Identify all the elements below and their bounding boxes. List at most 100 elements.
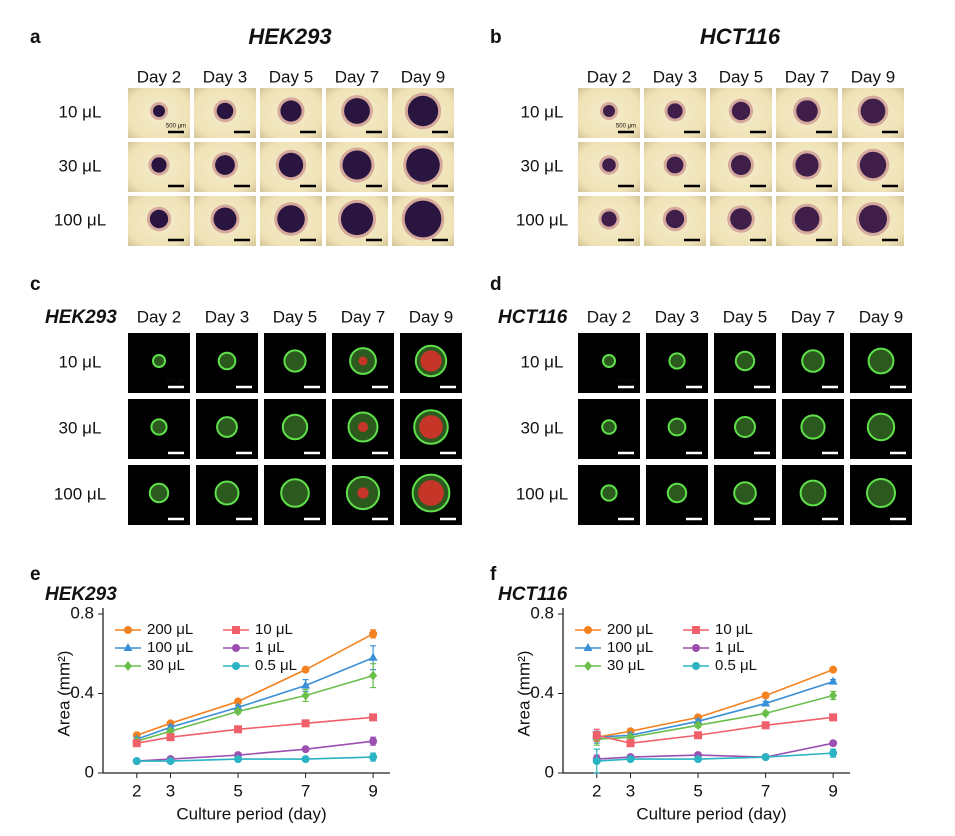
y-tick-label: 0.8 <box>70 603 94 622</box>
x-tick-label: 7 <box>761 781 770 800</box>
legend-label: 30 μL <box>147 657 185 674</box>
legend-marker <box>124 661 132 671</box>
legend-label: 0.5 μL <box>255 657 297 674</box>
point <box>829 665 838 674</box>
necrotic-core <box>357 421 369 433</box>
spheroid <box>603 105 615 117</box>
volume-label: 30 μL <box>59 418 102 437</box>
spheroid <box>731 155 751 175</box>
necrotic-core <box>358 356 368 366</box>
panel-title: HEK293 <box>248 24 331 49</box>
x-tick-label: 2 <box>592 781 601 800</box>
legend-label: 200 μL <box>607 621 653 638</box>
spheroid <box>667 103 683 119</box>
point <box>694 731 703 740</box>
point <box>132 757 141 766</box>
legend-label: 10 μL <box>715 621 753 638</box>
day-label: Day 9 <box>851 67 895 86</box>
legend-marker <box>692 626 700 634</box>
spheroid <box>278 152 304 178</box>
spheroid <box>666 156 684 174</box>
day-label: Day 3 <box>653 67 697 86</box>
day-label: Day 2 <box>587 307 631 326</box>
spheroid <box>281 413 309 441</box>
y-tick-label: 0.4 <box>530 683 554 702</box>
legend-marker <box>692 662 700 670</box>
point <box>829 690 838 701</box>
x-tick-label: 3 <box>166 781 175 800</box>
spheroid <box>665 209 685 229</box>
x-axis-label: Culture period (day) <box>176 804 326 823</box>
day-label: Day 9 <box>859 307 903 326</box>
point <box>369 737 378 746</box>
spheroid <box>217 351 237 371</box>
panel-title: HCT116 <box>498 307 568 328</box>
panel-letter: c <box>30 274 41 295</box>
point <box>592 757 601 766</box>
spheroid <box>730 208 752 230</box>
spheroid <box>800 414 826 440</box>
volume-label: 30 μL <box>521 156 564 175</box>
spheroid <box>799 479 827 507</box>
y-tick-label: 0.8 <box>530 603 554 622</box>
panel-title: HCT116 <box>700 24 781 49</box>
spheroid <box>277 205 305 233</box>
volume-label: 10 μL <box>521 102 564 121</box>
y-axis-label: Area (mm²) <box>514 651 533 737</box>
point <box>369 713 378 722</box>
spheroid <box>794 206 820 232</box>
volume-label: 100 μL <box>516 484 568 503</box>
spheroid <box>666 482 688 504</box>
legend-marker <box>584 661 592 671</box>
day-label: Day 9 <box>409 307 453 326</box>
spheroid <box>866 412 896 442</box>
legend-label: 0.5 μL <box>715 657 757 674</box>
point <box>761 721 770 730</box>
spheroid <box>602 158 616 172</box>
panel-letter: b <box>490 27 502 48</box>
point <box>234 697 243 706</box>
point <box>301 755 310 764</box>
chart-title: HCT116 <box>498 584 568 605</box>
spheroid <box>795 153 819 177</box>
spheroid <box>404 200 442 238</box>
spheroid <box>667 417 687 437</box>
legend-label: 200 μL <box>147 621 193 638</box>
volume-label: 100 μL <box>54 210 106 229</box>
day-label: Day 2 <box>137 307 181 326</box>
day-label: Day 7 <box>785 67 829 86</box>
scale-label: 500 μm <box>616 379 636 385</box>
volume-label: 100 μL <box>54 484 106 503</box>
y-tick-label: 0.4 <box>70 683 94 702</box>
day-label: Day 3 <box>203 67 247 86</box>
spheroid <box>214 480 240 506</box>
spheroid <box>866 478 896 508</box>
spheroid <box>216 416 238 438</box>
x-tick-label: 9 <box>828 781 837 800</box>
spheroid <box>344 98 370 124</box>
y-tick-label: 0 <box>545 762 554 781</box>
necrotic-core <box>420 350 442 372</box>
day-label: Day 5 <box>723 307 767 326</box>
legend-label: 100 μL <box>607 639 653 656</box>
necrotic-core <box>357 487 369 499</box>
legend-marker <box>692 644 700 652</box>
necrotic-core <box>418 480 444 506</box>
point <box>234 755 243 764</box>
spheroid <box>153 105 165 117</box>
point <box>368 652 378 661</box>
day-label: Day 3 <box>205 307 249 326</box>
x-tick-label: 5 <box>693 781 702 800</box>
x-axis-label: Culture period (day) <box>636 804 786 823</box>
point <box>761 691 770 700</box>
day-label: Day 9 <box>401 67 445 86</box>
panel-letter: e <box>30 564 41 585</box>
spheroid <box>668 352 686 370</box>
day-label: Day 5 <box>719 67 763 86</box>
legend-marker <box>232 626 240 634</box>
series-line <box>596 668 834 739</box>
spheroid <box>280 100 302 122</box>
volume-label: 30 μL <box>521 418 564 437</box>
legend-label: 1 μL <box>255 639 285 656</box>
day-label: Day 2 <box>137 67 181 86</box>
